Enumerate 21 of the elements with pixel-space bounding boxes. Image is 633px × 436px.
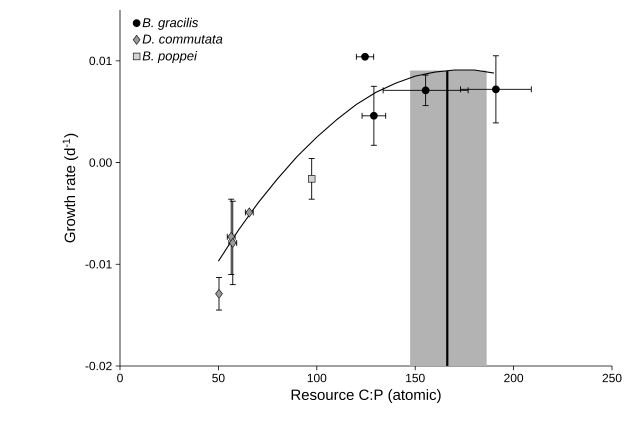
legend-label: B. gracilis [142,18,198,30]
point [361,52,369,61]
y-tick-label: -0.01 [86,260,112,269]
x-tick-label: 150 [406,374,425,382]
legend-label: B. poppei [142,50,198,64]
x-tick-label: 0 [117,374,123,382]
x-axis-title: Resource C:P (atomic) [292,389,441,403]
x-tick-label: 50 [212,374,225,382]
point [422,86,430,94]
point [308,175,316,183]
x-tick-label: 250 [602,374,622,382]
y-axis-title: Growth rate (d$^{-1}$) [62,134,78,242]
x-tick-label: 100 [308,374,326,382]
x-tick-label: 200 [504,374,524,382]
y-tick-label: 0.00 [89,158,112,167]
point [370,112,378,120]
legend-label: D. commutata [142,34,222,44]
y-tick-label: -0.02 [86,362,112,370]
y-tick-label: 0.01 [89,56,112,66]
point [215,288,223,299]
point [492,85,500,94]
